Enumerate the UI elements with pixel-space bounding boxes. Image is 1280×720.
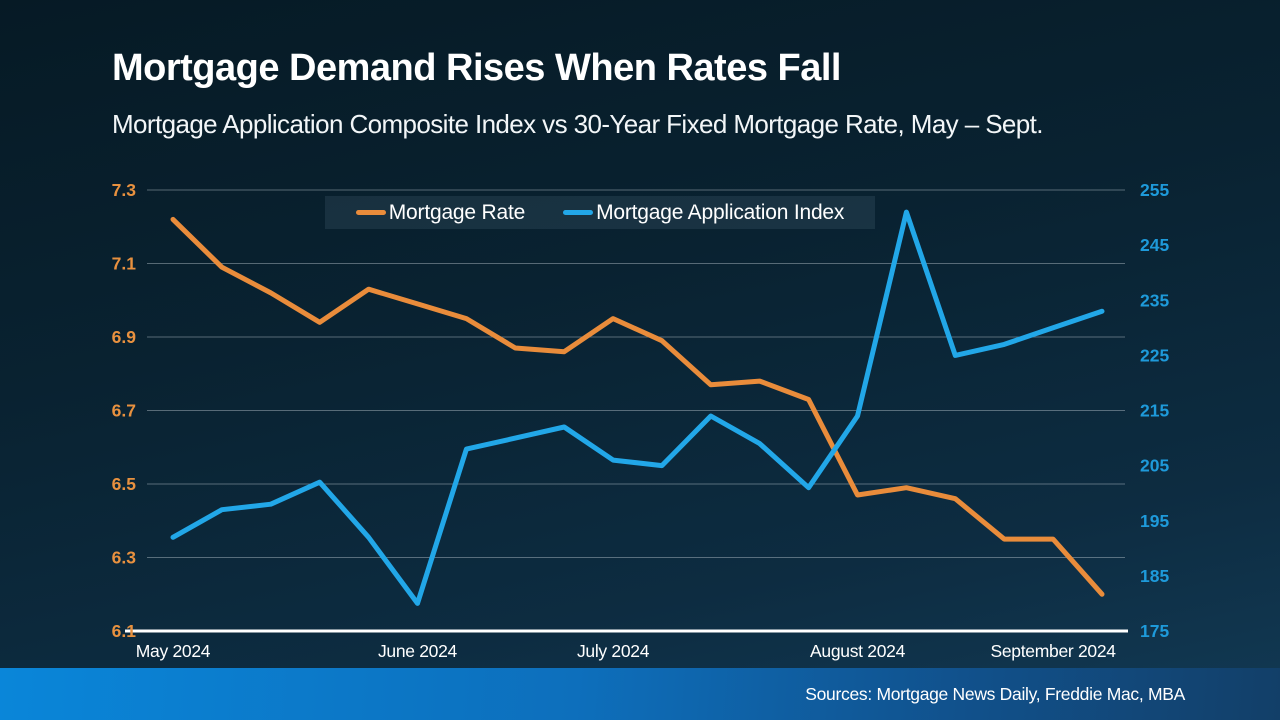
right-axis-tick-label: 225 [1140,345,1169,365]
left-axis-tick-label: 7.1 [112,254,137,274]
legend-item-application-index: Mortgage Application Index [563,201,844,225]
mortgage-rate-line-swatch [355,210,386,215]
application-index-line-swatch [563,210,594,215]
right-axis-tick-label: 185 [1140,566,1169,586]
left-axis-tick-label: 6.5 [112,474,137,494]
left-axis-tick-label: 6.7 [112,401,136,421]
legend-label-mortgage-rate: Mortgage Rate [388,200,526,224]
right-axis-tick-label: 175 [1140,621,1169,641]
mortgage-rate-line [170,216,1105,597]
left-axis-tick-label: 7.3 [112,180,137,200]
page-subtitle: Mortgage Application Composite Index vs … [112,109,1044,139]
mortgage-chart: 7.3 7.1 6.9 6.7 6.5 6.3 6.1 255 245 235 225 215 205 1… [111,180,1170,661]
x-axis-label: May 2024 [136,641,211,661]
right-axis-tick-label: 205 [1140,456,1169,476]
left-axis-tick-label: 6.3 [112,548,137,568]
application-index-line [170,209,1105,606]
x-axis-label: June 2024 [378,641,458,661]
chart-legend: Mortgage Rate Mortgage Application Index [325,196,875,229]
x-axis-label: September 2024 [991,641,1117,661]
footer-bar: Sources: Mortgage News Daily, Freddie Ma… [0,668,1280,720]
sources-note: Sources: Mortgage News Daily, Freddie Ma… [805,683,1185,704]
legend-item-mortgage-rate: Mortgage Rate [355,200,526,225]
x-axis-label: August 2024 [810,641,906,661]
left-axis-tick-label: 6.9 [112,327,137,347]
page-title: Mortgage Demand Rises When Rates Fall [112,47,842,89]
right-axis-tick-label: 245 [1140,235,1169,255]
left-axis-tick-label: 6.1 [112,621,137,641]
right-axis-tick-label: 195 [1140,511,1169,531]
right-axis-tick-label: 215 [1140,401,1169,421]
right-axis-tick-label: 255 [1140,180,1169,200]
x-axis-label: July 2024 [577,641,650,661]
right-axis-tick-label: 235 [1140,290,1169,310]
legend-label-application-index: Mortgage Application Index [596,200,845,224]
